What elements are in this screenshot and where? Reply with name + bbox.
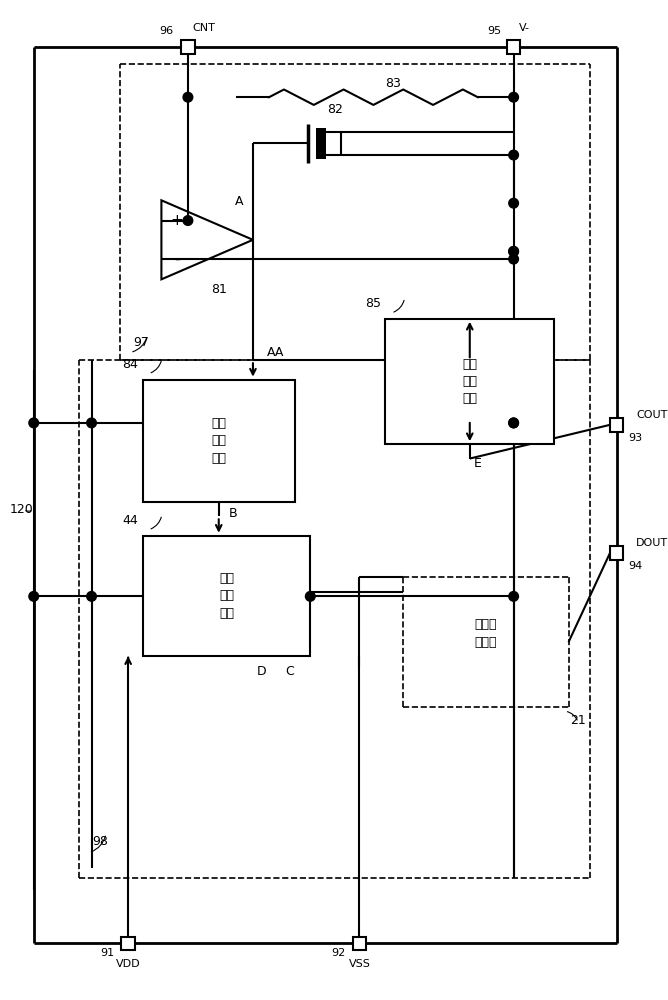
Text: 82: 82 (327, 103, 343, 116)
Circle shape (509, 418, 518, 428)
Circle shape (87, 592, 96, 601)
Text: 电路: 电路 (211, 452, 226, 465)
Text: 95: 95 (487, 26, 502, 36)
Text: 83: 83 (385, 77, 401, 90)
Text: 94: 94 (629, 561, 643, 571)
Text: VSS: VSS (349, 959, 370, 969)
Text: 81: 81 (211, 283, 226, 296)
Text: 电路: 电路 (462, 392, 477, 405)
Text: 电平: 电平 (462, 358, 477, 371)
Text: 电路: 电路 (219, 607, 234, 620)
Circle shape (509, 150, 518, 160)
Text: 96: 96 (160, 26, 174, 36)
Text: 开关: 开关 (219, 572, 234, 585)
Text: B: B (228, 507, 237, 520)
Text: 92: 92 (331, 948, 345, 958)
Bar (610, 546, 623, 560)
Text: DOUT: DOUT (636, 538, 668, 548)
Text: COUT: COUT (636, 410, 667, 420)
Text: A: A (235, 195, 244, 208)
Text: C: C (286, 665, 295, 678)
Text: 93: 93 (629, 433, 643, 443)
Circle shape (29, 592, 39, 601)
Text: 电平: 电平 (211, 417, 226, 430)
Text: 44: 44 (122, 514, 138, 527)
Text: 转换: 转换 (211, 434, 226, 447)
Text: -: - (174, 250, 180, 268)
Circle shape (183, 216, 193, 225)
Circle shape (509, 198, 518, 208)
Text: 84: 84 (122, 358, 138, 371)
Circle shape (509, 247, 518, 256)
Text: CNT: CNT (193, 23, 216, 33)
Circle shape (509, 592, 518, 601)
Bar (353, 937, 366, 950)
Text: 控制: 控制 (219, 589, 234, 602)
Text: AA: AA (267, 346, 284, 359)
Text: 97: 97 (134, 336, 150, 349)
Circle shape (509, 247, 518, 256)
Text: VDD: VDD (116, 959, 140, 969)
Bar (142, 536, 311, 656)
Text: 91: 91 (100, 948, 114, 958)
Bar (316, 128, 326, 159)
Bar (507, 40, 520, 54)
Circle shape (509, 418, 518, 428)
Circle shape (29, 418, 39, 428)
Circle shape (305, 592, 315, 601)
Text: E: E (474, 457, 482, 470)
Text: 测电路: 测电路 (474, 636, 497, 649)
Circle shape (509, 92, 518, 102)
Circle shape (509, 254, 518, 264)
Bar (122, 937, 135, 950)
Circle shape (183, 92, 193, 102)
Bar (385, 319, 554, 444)
Text: D: D (257, 665, 266, 678)
Text: +: + (170, 213, 183, 228)
Circle shape (87, 418, 96, 428)
Text: 98: 98 (92, 835, 108, 848)
Text: 120: 120 (9, 503, 33, 516)
Text: V-: V- (518, 23, 530, 33)
Text: 21: 21 (570, 714, 587, 727)
Text: 电流检: 电流检 (474, 618, 497, 631)
Text: 85: 85 (365, 297, 381, 310)
Bar (142, 380, 295, 502)
Bar (181, 40, 194, 54)
Bar (610, 418, 623, 432)
Text: 转换: 转换 (462, 375, 477, 388)
